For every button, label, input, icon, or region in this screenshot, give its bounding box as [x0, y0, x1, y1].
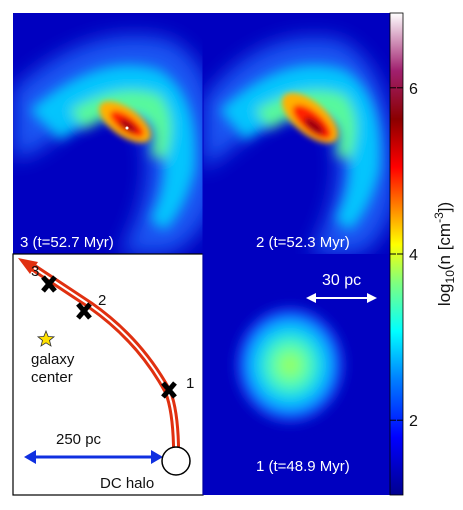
star-icon	[36, 329, 56, 347]
colorbar: 6 4 2 log10(n [cm-3])	[389, 12, 457, 496]
galaxy-label-line1: galaxy	[31, 351, 75, 368]
marker-1: 1	[161, 375, 194, 399]
panel-label-3: 3 (t=52.7 Myr)	[20, 234, 114, 251]
marker-2: 2	[76, 292, 106, 320]
marker-3: 3	[31, 263, 57, 293]
svg-text:1: 1	[186, 375, 194, 392]
svg-text:2: 2	[98, 292, 106, 309]
galaxy-label-line2: center	[31, 369, 73, 386]
colorbar-tick-label: 4	[409, 247, 418, 264]
panel-bottom-right: 30 pc 1 (t=48.9 Myr)	[203, 254, 390, 495]
diagram-panel: 3 2 1 galaxy center 250 pc DC halo	[13, 254, 203, 495]
scale-label: 30 pc	[322, 272, 361, 289]
halo-circle	[161, 446, 191, 476]
panel-top-left: 3 (t=52.7 Myr)	[13, 13, 203, 254]
colorbar-label: log10(n [cm-3])	[432, 202, 457, 306]
distance-label: 250 pc	[56, 431, 102, 448]
panel-label-2: 2 (t=52.3 Myr)	[256, 234, 350, 251]
panel-label-1: 1 (t=48.9 Myr)	[256, 458, 350, 475]
colorbar-tick-label: 2	[409, 413, 418, 430]
orbit-arrowhead	[18, 258, 38, 274]
svg-text:3: 3	[31, 263, 39, 280]
panel-top-right: 2 (t=52.3 Myr)	[203, 13, 390, 254]
colorbar-tick-label: 6	[409, 81, 418, 98]
halo-label: DC halo	[100, 475, 154, 492]
